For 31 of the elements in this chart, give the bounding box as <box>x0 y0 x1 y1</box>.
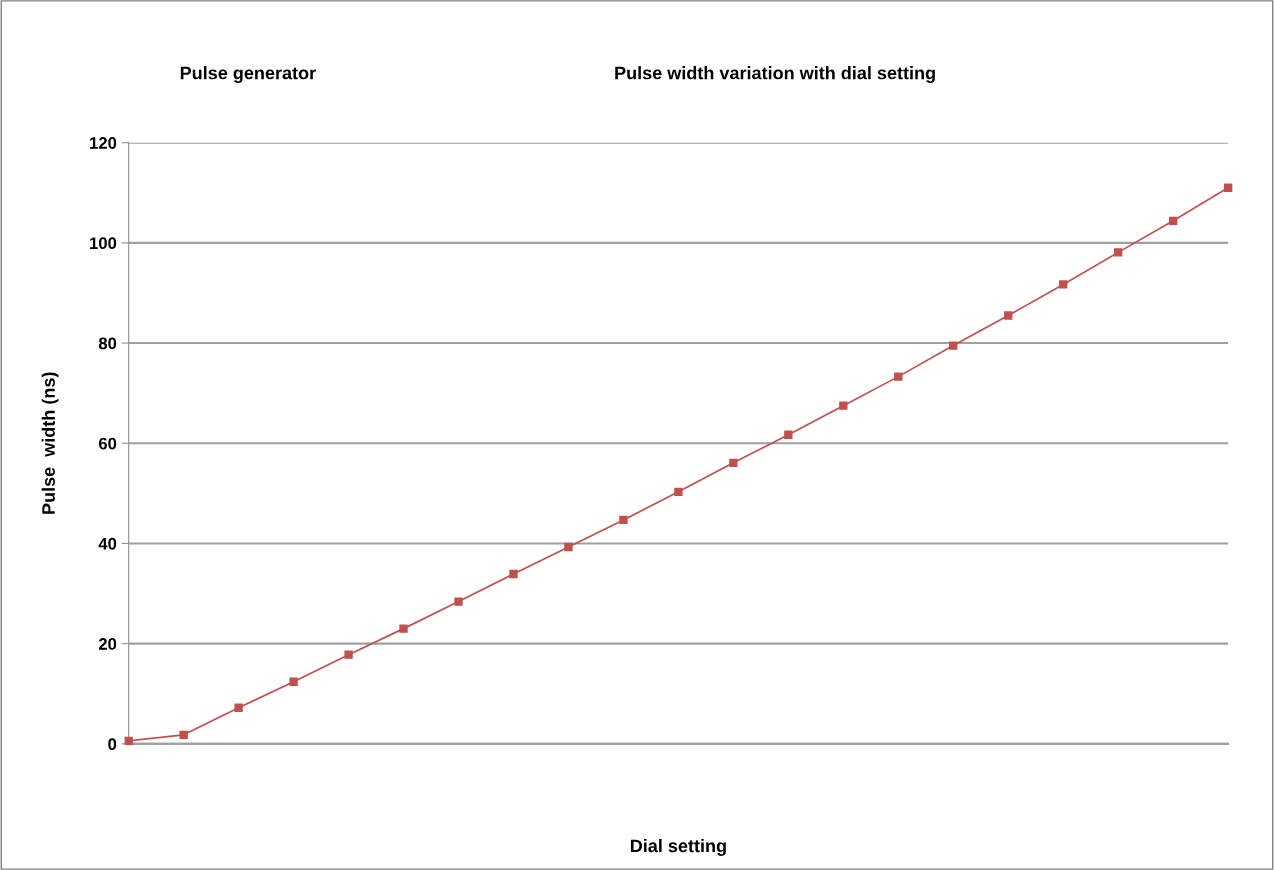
point <box>509 569 518 579</box>
y-tick-label: 0 <box>108 738 117 751</box>
y-tick-label: 100 <box>90 237 117 250</box>
point <box>344 650 353 659</box>
y-axis-title: Pulse width (ns) <box>41 372 59 514</box>
point <box>1168 216 1178 225</box>
chart-title: Pulse width variation with dial setting <box>615 66 935 83</box>
y-tick-label: 40 <box>98 537 117 550</box>
point <box>1059 280 1068 289</box>
point <box>179 730 188 739</box>
point <box>454 597 463 606</box>
y-tick-label: 120 <box>90 137 117 149</box>
point <box>949 341 958 350</box>
x-axis-title: Dial setting <box>630 838 726 856</box>
y-tick-label: 80 <box>98 337 117 350</box>
point <box>1004 311 1013 320</box>
y-tick-label: 60 <box>98 437 117 450</box>
point <box>1114 248 1123 257</box>
point <box>234 703 243 712</box>
point <box>619 515 628 525</box>
chart-subtitle: Pulse generator <box>180 66 316 83</box>
point <box>839 401 848 410</box>
point <box>784 430 793 439</box>
point <box>399 624 408 633</box>
y-tick-label: 20 <box>98 638 117 650</box>
point <box>894 372 903 381</box>
point <box>674 487 683 497</box>
point <box>289 677 298 686</box>
point <box>1223 183 1233 192</box>
point <box>729 458 738 467</box>
point <box>564 542 573 552</box>
